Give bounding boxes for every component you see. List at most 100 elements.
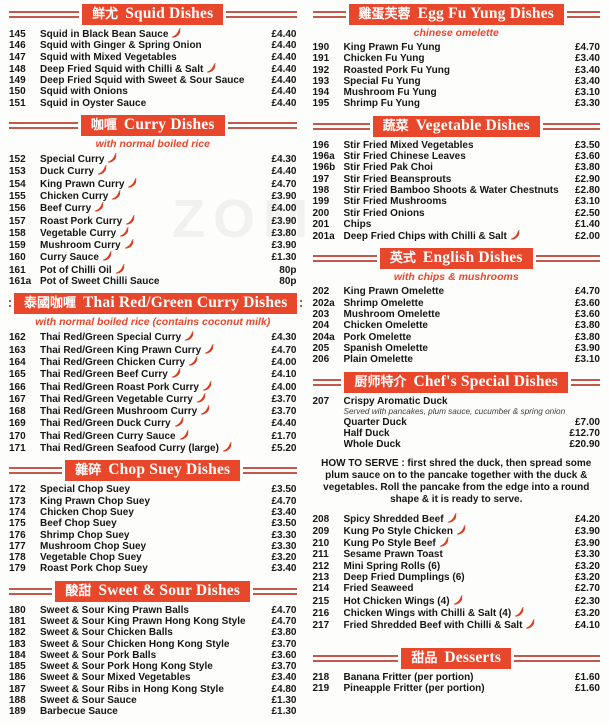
item-name: Stir Fried Mushrooms xyxy=(343,196,447,208)
menu-item: 163 Thai Red/Green King Prawn Curry £4.70 xyxy=(9,343,297,356)
section-title-chinese: 雞蛋芙蓉 xyxy=(358,7,411,22)
item-name: Thai Red/Green Seafood Curry (large) xyxy=(40,442,267,454)
item-name: Kung Po Style Chicken xyxy=(344,525,571,537)
item-number: 163 xyxy=(9,344,26,356)
chilli-icon xyxy=(172,28,182,38)
section-title-english: Chef's Special Dishes xyxy=(413,372,559,390)
item-name: Curry Sauce xyxy=(40,251,267,263)
item-number: 215 xyxy=(312,595,330,607)
item-number: 211 xyxy=(312,549,329,561)
item-option: Quarter Duck £7.00 xyxy=(313,417,601,428)
header-rule-left xyxy=(9,587,53,595)
menu-item: 199 Stir Fried Mushrooms £3.10 xyxy=(313,196,601,207)
menu-section-curry: 咖喱 Curry Dishes with normal boiled rice 152… xyxy=(9,115,297,287)
menu-item: 206 Plain Omelette £3.10 xyxy=(313,354,601,365)
option-name: Half Duck xyxy=(343,428,390,440)
section-title-english: Thai Red/Green Curry Dishes xyxy=(83,294,288,312)
item-number: 176 xyxy=(9,529,26,541)
item-price: £3.70 xyxy=(271,661,297,673)
item-number: 196a xyxy=(312,151,335,163)
item-price: £2.30 xyxy=(574,595,600,607)
item-price: £4.70 xyxy=(271,178,297,190)
item-name: Deep Fried Chips with Chilli & Salt xyxy=(344,230,571,242)
item-name: Chicken Chop Suey xyxy=(40,506,134,518)
item-name: Thai Red/Green Vegetable Curry xyxy=(40,393,267,405)
item-price: £4.40 xyxy=(271,51,297,63)
section-header: 雞蛋芙蓉 Egg Fu Yung Dishes xyxy=(312,4,601,25)
chilli-icon xyxy=(207,63,217,73)
menu-item: 157 Roast Pork Curry £3.90 xyxy=(9,214,297,227)
menu-item: 201 Chips £1.40 xyxy=(313,219,601,230)
item-price: £3.20 xyxy=(574,560,600,572)
section-banner: 甜品 Desserts xyxy=(401,647,512,669)
chilli-icon xyxy=(196,393,206,403)
chilli-icon xyxy=(222,442,232,452)
item-price: £3.30 xyxy=(574,549,600,561)
item-number: 174 xyxy=(9,506,26,518)
menu-item: 191 Chicken Fu Yung £3.40 xyxy=(313,53,601,64)
menu-item: 216 Chicken Wings with Chilli & Salt (4) £… xyxy=(313,607,600,619)
item-name: Stir Fried Mixed Vegetables xyxy=(343,139,474,151)
item-name: Chicken Curry xyxy=(40,190,267,202)
item-price: £3.90 xyxy=(271,240,297,252)
section-items: 218 Banana Fritter (per portion) £1.60 219 P… xyxy=(313,672,601,695)
menu-item: 200 Stir Fried Onions £2.50 xyxy=(313,208,601,219)
menu-item: 202a Shrimp Omelette £3.60 xyxy=(313,298,601,309)
section-header: 蔬菜 Vegetable Dishes xyxy=(312,115,600,137)
item-name: Shrimp Fu Yung xyxy=(343,98,420,110)
menu-item: 176 Shrimp Chop Suey £3.30 xyxy=(9,530,297,541)
item-number: 146 xyxy=(9,40,26,52)
item-number: 218 xyxy=(312,671,330,683)
menu-item: 187 Sweet & Sour Ribs in Hong Kong Style £… xyxy=(9,684,297,695)
section-banner: 雞蛋芙蓉 Egg Fu Yung Dishes xyxy=(348,4,564,25)
menu-item: 164 Thai Red/Green Chicken Curry £4.00 xyxy=(9,356,297,368)
header-rule-left xyxy=(312,255,377,263)
item-price: £3.20 xyxy=(574,572,600,584)
item-price: £3.70 xyxy=(271,406,297,418)
chilli-icon xyxy=(526,619,536,629)
menu-item: 193 Special Fu Yung £3.40 xyxy=(313,76,601,87)
header-rule-right xyxy=(514,654,600,662)
item-name: Fried Seaweed xyxy=(343,583,414,595)
section-header: 咖喱 Curry Dishes xyxy=(9,115,297,137)
item-number: 181 xyxy=(9,615,26,627)
item-price: £4.40 xyxy=(271,97,297,109)
menu-item: 169 Thai Red/Green Duck Curry £4.40 xyxy=(9,417,297,429)
item-name: Vegetable Curry xyxy=(40,227,267,239)
menu-item: 204 Chicken Omelette £3.80 xyxy=(313,320,601,331)
item-name: Mini Spring Rolls (6) xyxy=(343,560,441,572)
header-rule-right xyxy=(571,378,600,386)
section-items: 172 Special Chop Suey £3.50 173 King Prawn C… xyxy=(9,484,297,574)
header-rule-right xyxy=(535,255,601,263)
chilli-icon xyxy=(112,190,122,200)
chilli-icon xyxy=(439,537,449,547)
item-number: 202 xyxy=(312,286,330,298)
item-name: Beef Curry xyxy=(40,202,267,214)
item-name: Roast Pork Chop Suey xyxy=(40,563,148,575)
item-name: Duck Curry xyxy=(40,165,267,177)
menu-item: 202 King Prawn Omelette £4.70 xyxy=(313,286,601,297)
section-header: 雜碎 Chop Suey Dishes xyxy=(9,460,297,482)
item-number: 179 xyxy=(9,563,26,575)
item-price: £2.70 xyxy=(574,583,600,595)
menu-item: 154 King Prawn Curry £4.70 xyxy=(9,177,297,190)
header-rule-right xyxy=(243,467,297,475)
item-price: £3.90 xyxy=(574,525,600,537)
item-price: £3.50 xyxy=(271,518,297,530)
item-price: £4.20 xyxy=(574,513,600,525)
item-price: £1.60 xyxy=(574,682,600,694)
header-rule-right xyxy=(566,11,601,18)
item-name: Thai Red/Green Curry Sauce xyxy=(40,429,267,442)
section-header: 泰國咖喱 Thai Red/Green Curry Dishes xyxy=(9,293,303,315)
section-title-english: Chop Suey Dishes xyxy=(108,461,231,479)
item-price: £2.50 xyxy=(574,207,600,219)
item-name: Thai Red/Green Chicken Curry xyxy=(40,356,267,368)
menu-item: 207 Crispy Aromatic Duck xyxy=(313,396,601,407)
item-name: Thai Red/Green Mushroom Curry xyxy=(40,405,267,417)
menu-item: 146 Squid with Ginger & Spring Onion £4.40 xyxy=(9,40,297,51)
item-number: 159 xyxy=(9,240,26,252)
section-title-english: English Dishes xyxy=(422,249,523,267)
header-rule-right xyxy=(542,122,600,130)
item-name: King Prawn Curry xyxy=(40,177,267,190)
section-title-chinese: 雜碎 xyxy=(75,463,102,479)
